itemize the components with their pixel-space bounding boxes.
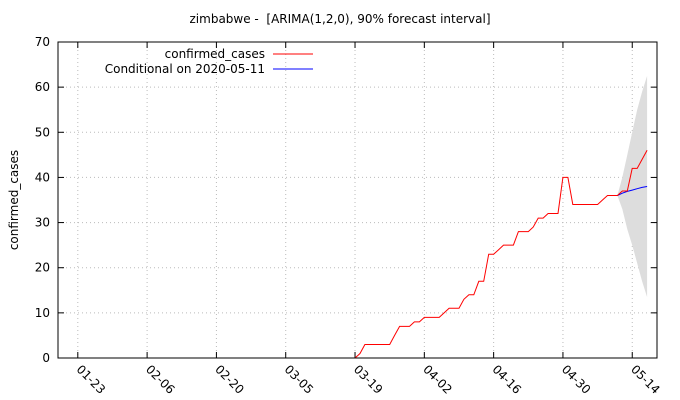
chart-title: zimbabwe - [ARIMA(1,2,0), 90% forecast i… — [189, 12, 491, 26]
conditional-forecast-line — [617, 186, 648, 196]
plot-border — [57, 41, 658, 359]
y-tick-label: 0 — [42, 351, 50, 365]
x-tick-label: 04-02 — [420, 362, 455, 397]
legend-label: confirmed_cases — [165, 47, 265, 61]
y-tick-label: 70 — [35, 35, 50, 49]
confirmed-cases-line — [354, 150, 648, 359]
legend-label: Conditional on 2020-05-11 — [105, 62, 265, 76]
x-tick-label: 01-23 — [74, 362, 109, 397]
x-tick-label: 05-14 — [628, 362, 663, 397]
x-tick-label: 02-06 — [143, 362, 178, 397]
x-tick-label: 02-20 — [212, 362, 247, 397]
y-tick-label: 50 — [35, 125, 50, 139]
y-tick-label: 40 — [35, 170, 50, 184]
x-tick-label: 03-19 — [351, 362, 386, 397]
forecast-interval-band — [617, 75, 648, 298]
x-tick-label: 04-30 — [559, 362, 594, 397]
y-tick-label: 60 — [35, 80, 50, 94]
y-tick-label: 30 — [35, 216, 50, 230]
y-tick-label: 10 — [35, 306, 50, 320]
x-tick-label: 03-05 — [282, 362, 317, 397]
y-tick-label: 20 — [35, 261, 50, 275]
x-tick-label: 04-16 — [490, 362, 525, 397]
